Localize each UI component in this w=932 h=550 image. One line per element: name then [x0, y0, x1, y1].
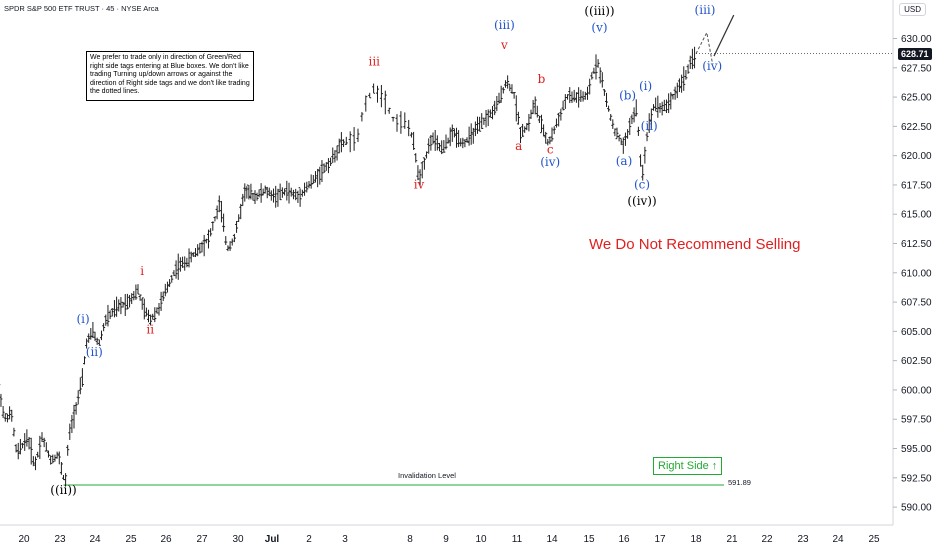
- y-tick-label: 625.00: [901, 93, 932, 104]
- wave-label: (ii): [86, 345, 103, 359]
- invalidation-value: 591.89: [728, 478, 751, 487]
- wave-label: i: [140, 264, 144, 278]
- wave-label: iv: [414, 177, 425, 191]
- x-tick-label: 20: [18, 534, 30, 545]
- x-tick-label: 10: [475, 534, 487, 545]
- wave-label: (c): [634, 177, 650, 191]
- x-tick-label: 2: [306, 534, 312, 545]
- x-tick-label: 24: [832, 534, 844, 545]
- wave-label: ((iv)): [627, 194, 656, 208]
- last-price-tag: 628.71: [898, 48, 932, 60]
- y-tick-label: 615.00: [901, 210, 932, 221]
- wave-label: (iv): [702, 59, 722, 73]
- x-tick-label: 18: [690, 534, 702, 545]
- x-tick-label: 3: [342, 534, 348, 545]
- wave-label: ii: [146, 323, 154, 337]
- x-tick-label: 25: [125, 534, 137, 545]
- wave-label: b: [538, 72, 546, 86]
- x-tick-label: 26: [160, 534, 172, 545]
- x-tick-label: 22: [761, 534, 773, 545]
- wave-label: (a): [616, 154, 633, 168]
- wave-label: (iii): [494, 18, 515, 32]
- y-tick-label: 610.00: [901, 268, 932, 279]
- x-tick-label: 23: [54, 534, 66, 545]
- wave-labels: ((ii))(i)(ii)iiiiiiiv(iii)vabc(iv)((iii)…: [50, 3, 722, 497]
- wave-label: c: [547, 142, 554, 156]
- trend-arrow: [713, 14, 735, 57]
- x-tick-label: 24: [89, 534, 101, 545]
- right-side-tag: Right Side ↑: [653, 457, 723, 475]
- x-tick-label: Jul: [265, 534, 280, 545]
- y-tick-label: 600.00: [901, 385, 932, 396]
- time-axis[interactable]: 20 23 24 25 26 27 30 Jul 2 3 8 9 10 11 14 15 16 17 18 21 22 2…: [18, 534, 880, 545]
- x-tick-label: 15: [583, 534, 595, 545]
- price-axis[interactable]: 630.00 627.50 625.00 622.50 620.00 617.50 615.…: [893, 34, 932, 514]
- y-tick-label: 607.50: [901, 298, 932, 309]
- x-tick-label: 9: [443, 534, 449, 545]
- x-tick-label: 30: [232, 534, 244, 545]
- wave-label: ((iii)): [584, 4, 614, 18]
- x-tick-label: 21: [726, 534, 738, 545]
- y-tick-label: 612.50: [901, 239, 932, 250]
- y-tick-label: 620.00: [901, 151, 932, 162]
- x-tick-label: 23: [797, 534, 809, 545]
- x-tick-label: 17: [654, 534, 666, 545]
- x-tick-label: 25: [868, 534, 880, 545]
- wave-label: (b): [619, 88, 636, 102]
- x-tick-label: 16: [618, 534, 630, 545]
- wave-label: iii: [368, 54, 380, 68]
- wave-label: (i): [76, 312, 89, 326]
- x-tick-label: 27: [196, 534, 208, 545]
- projection: [695, 14, 893, 63]
- y-tick-label: 617.50: [901, 180, 932, 191]
- y-tick-label: 622.50: [901, 122, 932, 133]
- chart-title: SPDR S&P 500 ETF TRUST · 45 · NYSE Arca: [4, 4, 159, 13]
- y-tick-label: 590.00: [901, 503, 932, 514]
- projection-path: [695, 31, 713, 63]
- price-bars: [0, 46, 697, 487]
- y-tick-label: 595.00: [901, 444, 932, 455]
- trading-note: We prefer to trade only in direction of …: [86, 51, 254, 101]
- wave-label: (i): [639, 79, 652, 93]
- wave-label: (v): [591, 20, 607, 34]
- currency-button[interactable]: USD: [899, 3, 926, 16]
- wave-label: ((ii)): [50, 483, 76, 497]
- wave-label: (iv): [540, 155, 560, 169]
- y-tick-label: 630.00: [901, 34, 932, 45]
- x-tick-label: 11: [512, 534, 523, 545]
- invalidation-label: Invalidation Level: [398, 471, 456, 480]
- y-tick-label: 627.50: [901, 63, 932, 74]
- y-tick-label: 602.50: [901, 356, 932, 367]
- wave-label: (iii): [695, 3, 716, 17]
- wave-label: (ii): [641, 119, 658, 133]
- wave-label: v: [500, 38, 508, 52]
- x-tick-label: 8: [407, 534, 413, 545]
- y-tick-label: 605.00: [901, 327, 932, 338]
- wave-label: a: [515, 139, 522, 153]
- headline: We Do Not Recommend Selling: [589, 236, 801, 253]
- y-tick-label: 592.50: [901, 473, 932, 484]
- x-tick-label: 14: [546, 534, 558, 545]
- y-tick-label: 597.50: [901, 415, 932, 426]
